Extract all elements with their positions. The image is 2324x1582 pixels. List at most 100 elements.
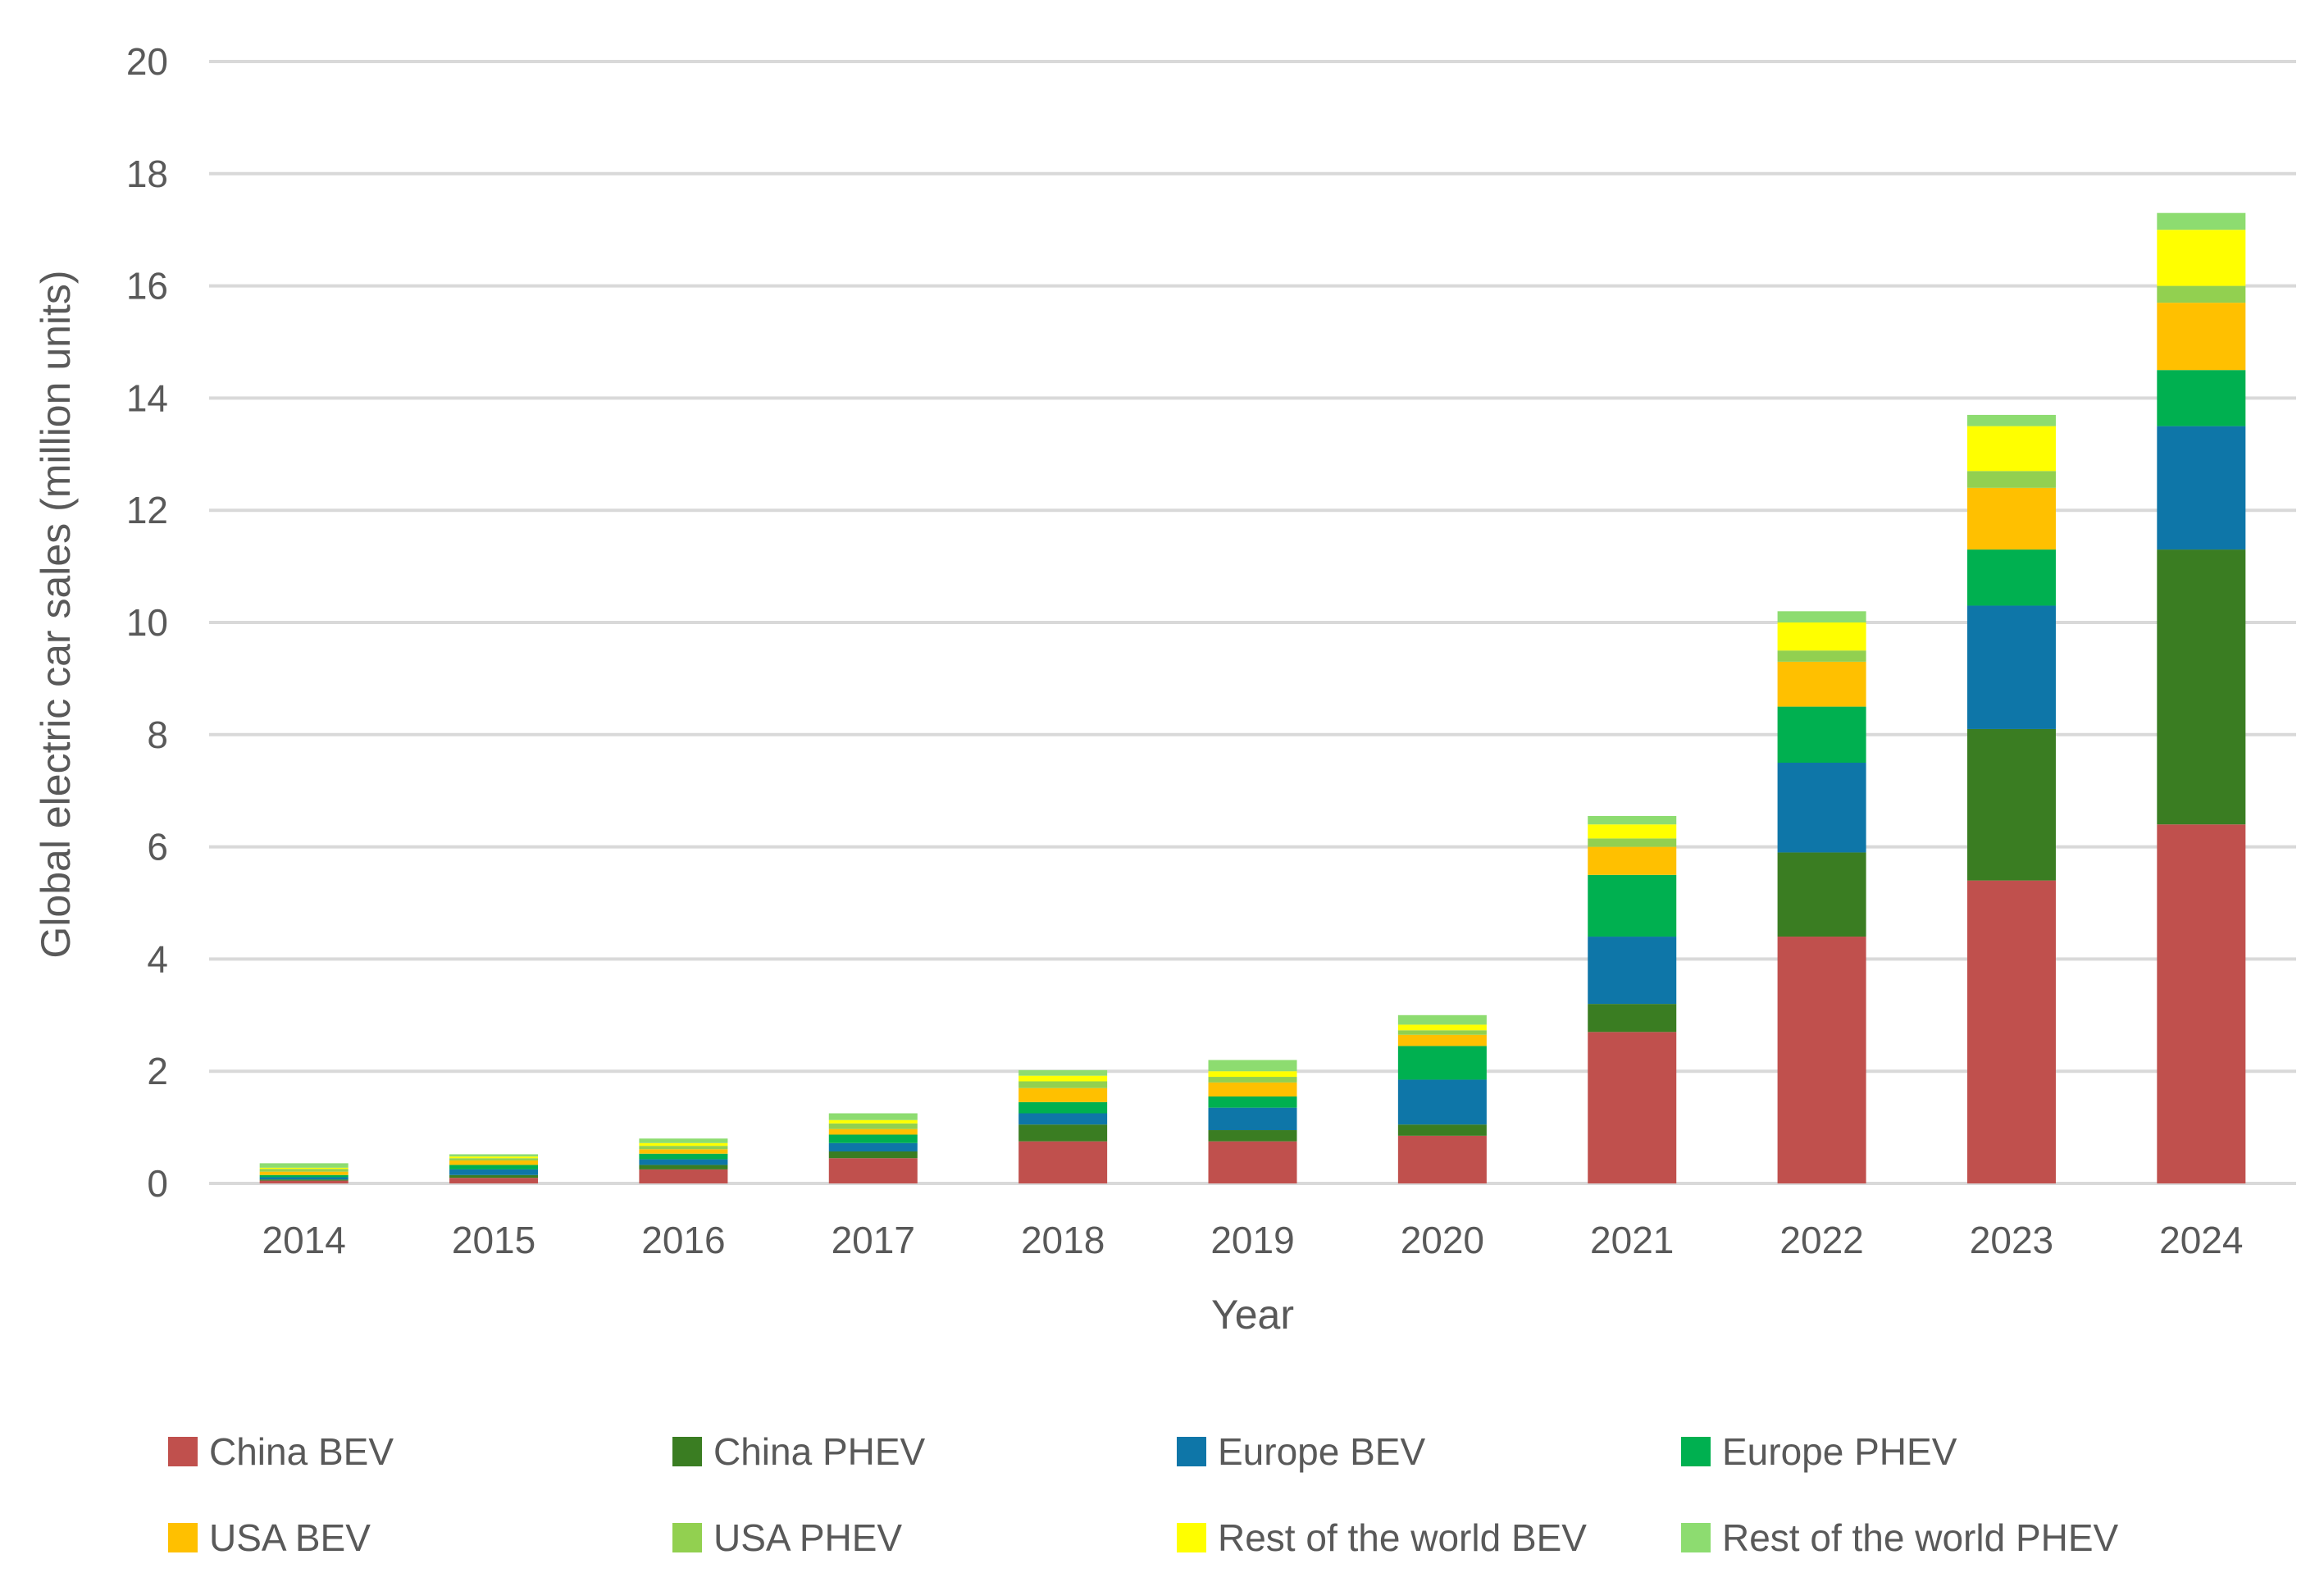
legend-swatch: [1681, 1437, 1711, 1466]
bar-segment: [1208, 1060, 1297, 1072]
bar-segment: [1966, 880, 2056, 1183]
legend-swatch: [1177, 1437, 1206, 1466]
bar-segment: [2157, 426, 2246, 550]
y-tick-labels: 0 2 4 6 8 10 12 14 16 18 20: [126, 40, 168, 1205]
bar-segment: [1397, 1030, 1487, 1035]
y-tick-label: 20: [126, 40, 168, 83]
bar-segment: [1777, 706, 1866, 763]
bar-segment: [2157, 230, 2246, 286]
bar-segment: [1397, 1124, 1487, 1136]
bar-segment: [639, 1165, 728, 1169]
x-tick-labels: 2014 2015 2016 2017 2018 2019 2020 2021 2022 2023…: [262, 1219, 2244, 1261]
bar-segment: [1966, 549, 2056, 606]
x-tick-label: 2023: [1970, 1219, 2053, 1261]
y-tick-label: 0: [147, 1162, 168, 1205]
y-tick-label: 14: [126, 376, 168, 419]
bar-segment: [1018, 1087, 1108, 1102]
bar-segment: [1018, 1113, 1108, 1125]
bar-segment: [828, 1119, 918, 1124]
bar-segment: [1397, 1014, 1487, 1025]
y-tick-label: 10: [126, 601, 168, 644]
legend-label: Rest of the world BEV: [1218, 1516, 1587, 1559]
bar-segment: [2157, 549, 2246, 825]
bar-segment: [1018, 1101, 1108, 1114]
bar-segment: [259, 1169, 349, 1172]
bar-segment: [1397, 1024, 1487, 1031]
bar-segment: [828, 1113, 918, 1120]
bar-segment: [259, 1163, 349, 1168]
x-tick-label: 2020: [1401, 1219, 1484, 1261]
bar-segment: [2157, 370, 2246, 426]
bar-segment: [1777, 611, 1866, 622]
bar-segment: [639, 1153, 728, 1160]
gridlines: [209, 60, 2296, 1185]
legend-label: China BEV: [209, 1430, 394, 1473]
bar-segment: [259, 1179, 349, 1181]
bar-segment: [1777, 661, 1866, 707]
y-tick-label: 12: [126, 489, 168, 531]
bar-segment: [1588, 846, 1677, 875]
bar-segment: [1208, 1130, 1297, 1142]
bar-segment: [828, 1128, 918, 1135]
bar-segment: [1208, 1071, 1297, 1078]
x-tick-label: 2019: [1210, 1219, 1294, 1261]
bar-segment: [449, 1174, 539, 1179]
bar-segment: [1588, 815, 1677, 825]
legend-swatch: [1681, 1523, 1711, 1552]
bar-segment: [1777, 650, 1866, 662]
x-tick-label: 2024: [2159, 1219, 2243, 1261]
bar-segment: [449, 1160, 539, 1165]
y-tick-label: 8: [147, 713, 168, 756]
bar-segment: [639, 1159, 728, 1165]
bar-segment: [1208, 1082, 1297, 1096]
legend-label: Europe BEV: [1218, 1430, 1425, 1473]
bar-segment: [2157, 824, 2246, 1183]
bar-segment: [259, 1167, 349, 1169]
x-axis-title: Year: [1211, 1292, 1294, 1338]
legend-label: Europe PHEV: [1722, 1430, 1957, 1473]
bar-segment: [1777, 852, 1866, 937]
y-tick-label: 4: [147, 937, 168, 980]
legend-swatch: [672, 1437, 702, 1466]
y-tick-label: 2: [147, 1050, 168, 1092]
bar-segment: [1588, 824, 1677, 839]
legend-label: Rest of the world PHEV: [1722, 1516, 2119, 1559]
bar-segment: [449, 1169, 539, 1175]
x-tick-label: 2018: [1021, 1219, 1105, 1261]
bar-segment: [639, 1149, 728, 1154]
bar-segment: [639, 1169, 728, 1183]
bar-segment: [1777, 763, 1866, 853]
legend-swatch: [168, 1523, 198, 1552]
bar-segment: [828, 1158, 918, 1183]
bar-segment: [1397, 1079, 1487, 1125]
bar-segment: [2157, 303, 2246, 371]
bar-segment: [1588, 874, 1677, 937]
legend-swatch: [1177, 1523, 1206, 1552]
bar-segment: [1966, 728, 2056, 881]
bar-segment: [1397, 1046, 1487, 1080]
x-tick-label: 2014: [262, 1219, 346, 1261]
bar-segment: [449, 1156, 539, 1159]
y-tick-label: 18: [126, 153, 168, 195]
bar-segment: [828, 1142, 918, 1152]
bar-segment: [1018, 1069, 1108, 1076]
legend-label: China PHEV: [713, 1430, 926, 1473]
bar-segment: [828, 1134, 918, 1143]
y-tick-label: 6: [147, 826, 168, 869]
bar-segment: [1777, 622, 1866, 651]
legend: China BEV China PHEV Europe BEV Europe PHEV…: [168, 1430, 2119, 1559]
bar-segment: [639, 1138, 728, 1143]
bar-segment: [2157, 285, 2246, 303]
bar-segment: [259, 1177, 349, 1180]
x-tick-label: 2015: [452, 1219, 535, 1261]
bar-segment: [1018, 1075, 1108, 1082]
y-axis-title: Global electric car sales (million units…: [33, 270, 79, 958]
bar-segment: [1588, 937, 1677, 1005]
bar-segment: [1397, 1135, 1487, 1183]
bar-segment: [1966, 471, 2056, 488]
bar-segment: [449, 1165, 539, 1169]
bar-segment: [1018, 1081, 1108, 1088]
y-tick-label: 16: [126, 265, 168, 308]
